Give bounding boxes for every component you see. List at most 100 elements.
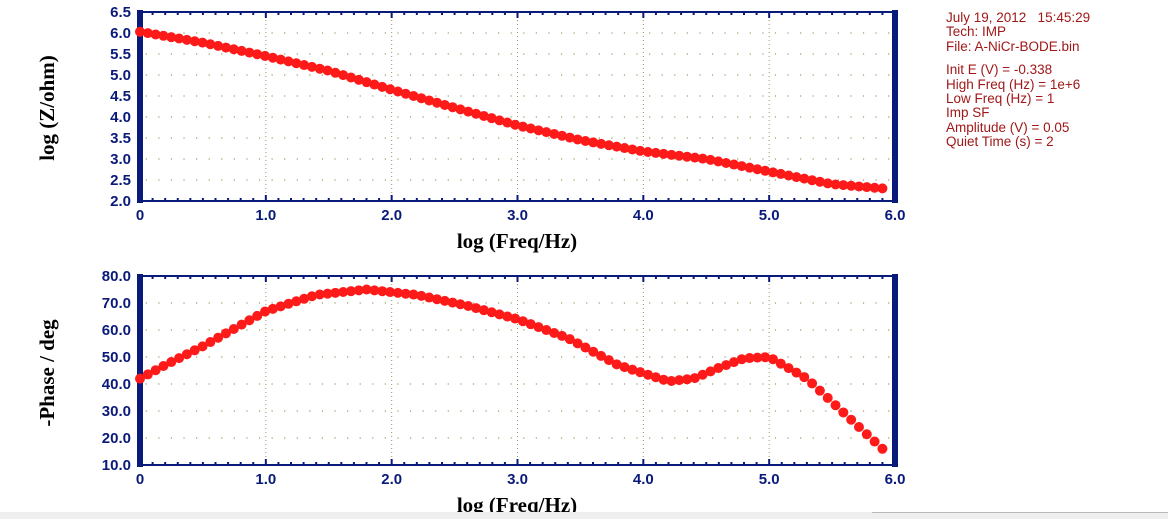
impedance-hgrid-dot	[649, 116, 651, 118]
impedance-hgrid-dot	[535, 158, 537, 160]
phase-hgrid-dot	[183, 329, 185, 331]
phase-hgrid-dot	[888, 356, 890, 358]
info-imp-sf: Imp SF	[946, 105, 990, 121]
impedance-hgrid-dot	[875, 53, 877, 55]
impedance-hgrid-dot	[711, 53, 714, 55]
impedance-x-tick-label: 6.0	[885, 207, 906, 224]
impedance-hgrid-dot	[384, 53, 386, 55]
impedance-hgrid-dot	[762, 179, 764, 181]
impedance-hgrid-dot	[812, 74, 814, 76]
phase-data-point	[447, 297, 458, 308]
impedance-data-point	[135, 26, 145, 37]
impedance-data-point	[728, 159, 739, 170]
impedance-hgrid-dot	[573, 116, 575, 118]
impedance-hgrid-dot	[510, 53, 512, 55]
impedance-hgrid-dot	[548, 158, 550, 160]
phase-hgrid-dot	[774, 302, 777, 304]
impedance-hgrid-dot	[749, 137, 751, 139]
impedance-hgrid-dot	[485, 32, 487, 34]
phase-hgrid-dot	[560, 302, 563, 304]
phase-hgrid-dot	[435, 356, 437, 358]
impedance-hgrid-dot	[586, 74, 588, 76]
impedance-hgrid-dot	[384, 74, 386, 76]
phase-data-point	[338, 287, 349, 298]
impedance-hgrid-dot	[598, 116, 600, 118]
impedance-hgrid-dot	[460, 95, 462, 97]
phase-hgrid-dot	[196, 302, 198, 304]
impedance-hgrid-dot	[724, 137, 726, 139]
impedance-hgrid-dot	[661, 137, 663, 139]
phase-x-tick-label: 0	[136, 471, 144, 488]
phase-data-point	[650, 372, 661, 383]
impedance-hgrid-dot	[196, 95, 198, 97]
impedance-hgrid-dot	[170, 158, 173, 160]
impedance-data-point	[252, 49, 263, 60]
phase-hgrid-dot	[170, 383, 173, 385]
phase-data-point	[486, 307, 497, 318]
impedance-hgrid-dot	[435, 179, 437, 181]
impedance-hgrid-dot	[347, 179, 349, 181]
impedance-hgrid-dot	[649, 179, 651, 181]
impedance-hgrid-dot	[258, 179, 261, 181]
impedance-hgrid-dot	[208, 179, 210, 181]
phase-y-axis-label: -Phase / deg	[35, 319, 59, 427]
impedance-hgrid-dot	[309, 95, 311, 97]
impedance-hgrid-dot	[422, 116, 424, 118]
impedance-hgrid-dot	[724, 32, 726, 34]
phase-hgrid-dot	[649, 410, 651, 412]
phase-data-point	[431, 294, 442, 305]
phase-data-point	[478, 305, 489, 316]
impedance-hgrid-dot	[611, 32, 613, 34]
impedance-hgrid-dot	[485, 179, 487, 181]
impedance-hgrid-dot	[221, 53, 223, 55]
impedance-hgrid-dot	[586, 158, 588, 160]
impedance-hgrid-dot	[837, 32, 839, 34]
impedance-hgrid-dot	[825, 158, 827, 160]
impedance-hgrid-dot	[359, 95, 361, 97]
phase-hgrid-dot	[145, 329, 147, 331]
impedance-hgrid-dot	[233, 137, 235, 139]
phase-data-point	[299, 293, 310, 304]
phase-hgrid-dot	[422, 410, 424, 412]
impedance-hgrid-dot	[623, 137, 626, 139]
phase-hgrid-dot	[145, 383, 147, 385]
phase-data-point	[564, 334, 575, 345]
phase-hgrid-dot	[636, 302, 638, 304]
info-date-time: July 19, 2012 15:45:29	[946, 10, 1091, 25]
impedance-hgrid-dot	[686, 179, 688, 181]
phase-data-point	[752, 352, 763, 363]
phase-hgrid-dot	[850, 302, 852, 304]
phase-data-point	[596, 350, 607, 361]
phase-hgrid-dot	[158, 356, 160, 358]
impedance-hgrid-dot	[573, 95, 575, 97]
impedance-hgrid-dot	[309, 179, 311, 181]
phase-hgrid-dot	[422, 437, 424, 439]
impedance-hgrid-dot	[447, 158, 449, 160]
phase-data-point	[424, 292, 435, 303]
impedance-y-tick-label: 4.5	[110, 88, 131, 105]
phase-hgrid-dot	[800, 302, 802, 304]
phase-hgrid-dot	[623, 383, 626, 385]
impedance-hgrid-dot	[548, 95, 550, 97]
phase-hgrid-dot	[208, 383, 210, 385]
phase-hgrid-dot	[649, 383, 651, 385]
impedance-hgrid-dot	[233, 116, 235, 118]
impedance-hgrid-dot	[183, 179, 185, 181]
phase-hgrid-dot	[384, 329, 386, 331]
impedance-hgrid-dot	[485, 74, 487, 76]
phase-hgrid-dot	[661, 410, 663, 412]
phase-hgrid-dot	[560, 410, 563, 412]
impedance-hgrid-dot	[737, 53, 739, 55]
phase-hgrid-dot	[372, 356, 374, 358]
phase-data-point	[314, 289, 325, 300]
impedance-data-point	[416, 93, 427, 104]
phase-hgrid-dot	[447, 383, 449, 385]
phase-hgrid-dot	[208, 302, 210, 304]
impedance-data-point	[471, 108, 482, 119]
phase-data-point	[814, 385, 825, 396]
impedance-data-point	[377, 81, 388, 92]
impedance-hgrid-dot	[208, 137, 210, 139]
phase-hgrid-dot	[850, 383, 852, 385]
impedance-hgrid-dot	[145, 53, 147, 55]
phase-hgrid-dot	[548, 410, 550, 412]
